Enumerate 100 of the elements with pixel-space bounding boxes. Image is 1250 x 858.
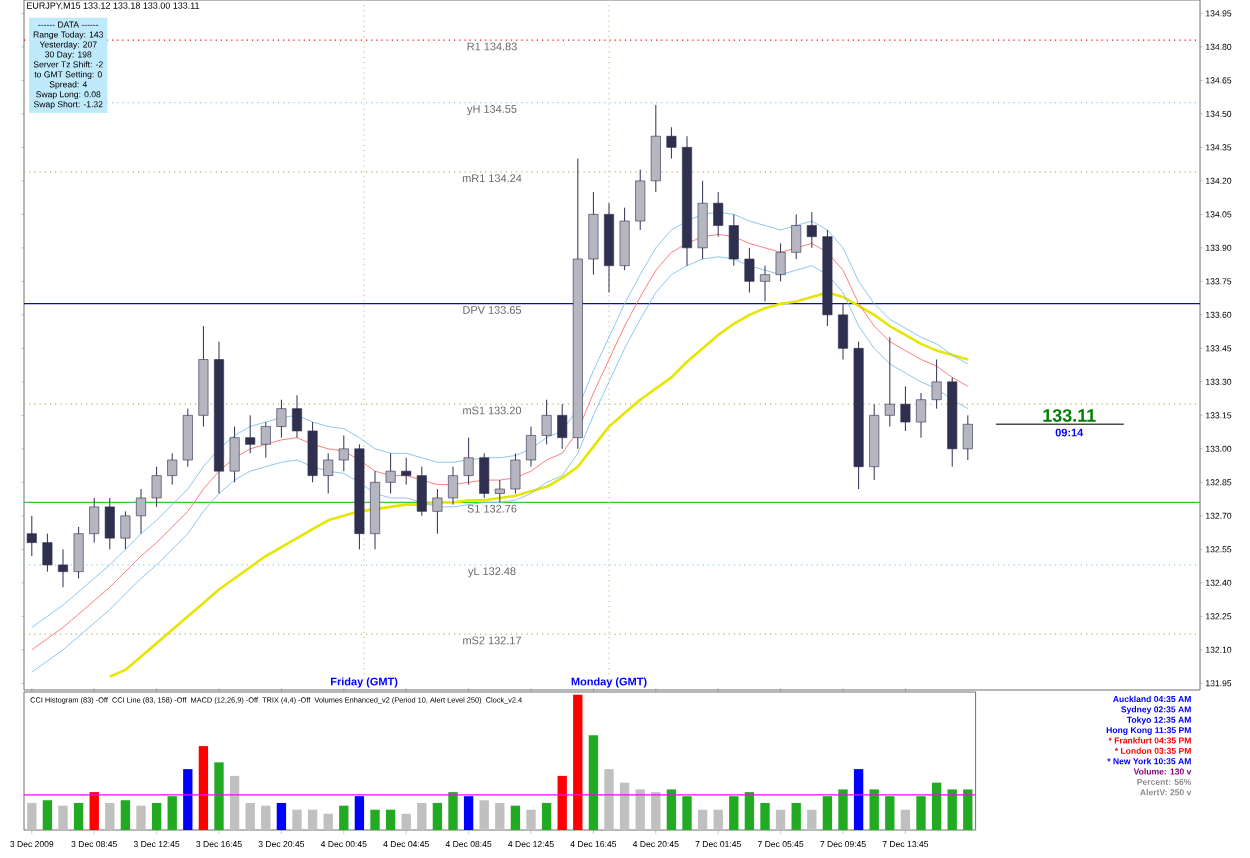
bar bbox=[167, 796, 177, 830]
candlestick bbox=[323, 452, 334, 494]
candlestick bbox=[104, 497, 115, 550]
bar bbox=[292, 809, 302, 830]
bar bbox=[89, 792, 99, 830]
candlestick bbox=[557, 403, 568, 450]
bar bbox=[931, 782, 942, 830]
candlestick bbox=[697, 180, 708, 260]
bar bbox=[807, 809, 817, 830]
bar bbox=[822, 796, 833, 830]
bar bbox=[385, 809, 396, 830]
candlestick bbox=[510, 452, 521, 494]
bar bbox=[557, 775, 567, 830]
bar bbox=[136, 805, 146, 830]
text: 133.11 bbox=[1043, 409, 1096, 422]
candlestick bbox=[338, 434, 349, 472]
bar bbox=[588, 735, 599, 830]
candlestick bbox=[151, 466, 162, 508]
candlestick bbox=[650, 104, 661, 193]
bar bbox=[42, 800, 53, 830]
bar bbox=[619, 782, 630, 830]
candlestick bbox=[307, 421, 318, 483]
bar bbox=[541, 802, 552, 830]
bar bbox=[760, 802, 770, 830]
candlestick bbox=[635, 169, 646, 231]
candlestick bbox=[416, 466, 427, 517]
candlestick bbox=[58, 548, 68, 588]
candlestick bbox=[245, 414, 256, 454]
bar bbox=[963, 789, 973, 830]
bar bbox=[869, 789, 879, 830]
bar bbox=[432, 802, 443, 830]
bar bbox=[744, 792, 755, 830]
bar bbox=[276, 802, 287, 830]
bar bbox=[198, 746, 209, 830]
bar bbox=[339, 805, 349, 830]
bar bbox=[838, 789, 848, 830]
candlestick bbox=[775, 242, 786, 282]
candlestick bbox=[588, 191, 599, 276]
bar bbox=[510, 805, 521, 830]
candlestick bbox=[931, 359, 942, 410]
candlestick bbox=[42, 533, 53, 573]
candlestick bbox=[182, 408, 193, 468]
candlestick bbox=[401, 457, 412, 486]
bar bbox=[713, 809, 723, 830]
bar bbox=[183, 769, 193, 830]
bar bbox=[495, 802, 505, 830]
bar bbox=[526, 809, 536, 830]
candlestick bbox=[619, 207, 630, 271]
candlestick bbox=[791, 213, 802, 260]
candlestick bbox=[713, 191, 724, 238]
bar bbox=[916, 796, 926, 830]
candlestick bbox=[666, 126, 677, 160]
bar bbox=[401, 813, 411, 830]
bar bbox=[729, 796, 739, 830]
candlestick bbox=[463, 437, 474, 486]
candlestick bbox=[884, 336, 895, 427]
candlestick bbox=[494, 479, 505, 503]
candlestick bbox=[526, 426, 536, 468]
bar bbox=[697, 809, 708, 830]
bar bbox=[73, 802, 84, 830]
bar bbox=[947, 789, 957, 830]
bar bbox=[682, 796, 692, 830]
bar bbox=[775, 809, 786, 830]
candlestick bbox=[385, 452, 396, 494]
candlestick bbox=[167, 452, 178, 486]
bar bbox=[604, 769, 614, 830]
candlestick bbox=[260, 421, 271, 459]
candlestick bbox=[448, 466, 458, 506]
bar bbox=[151, 802, 162, 830]
bar bbox=[635, 789, 645, 830]
candlestick bbox=[838, 303, 848, 361]
bar bbox=[323, 813, 333, 830]
bar bbox=[27, 802, 37, 830]
bar bbox=[354, 796, 365, 830]
bar bbox=[885, 796, 895, 830]
bar bbox=[307, 809, 318, 830]
candlestick bbox=[479, 452, 490, 499]
candlestick bbox=[89, 497, 100, 544]
bar bbox=[463, 796, 474, 830]
bar bbox=[214, 762, 224, 830]
candlestick bbox=[292, 394, 302, 439]
bar bbox=[853, 769, 864, 830]
bar bbox=[651, 792, 661, 830]
bar bbox=[229, 775, 240, 830]
candlestick bbox=[432, 488, 443, 535]
bar bbox=[573, 694, 583, 830]
candlestick bbox=[26, 515, 37, 557]
bar bbox=[791, 802, 801, 830]
candlestick bbox=[744, 247, 755, 294]
candlestick bbox=[541, 399, 552, 445]
candlestick bbox=[760, 265, 770, 302]
candlestick bbox=[136, 488, 146, 535]
bar bbox=[120, 800, 131, 830]
bar bbox=[370, 809, 380, 830]
candlestick bbox=[728, 213, 739, 267]
bar bbox=[900, 809, 911, 830]
bar bbox=[105, 802, 115, 830]
bar bbox=[666, 789, 677, 830]
bar bbox=[245, 802, 255, 830]
candlestick bbox=[120, 510, 131, 550]
